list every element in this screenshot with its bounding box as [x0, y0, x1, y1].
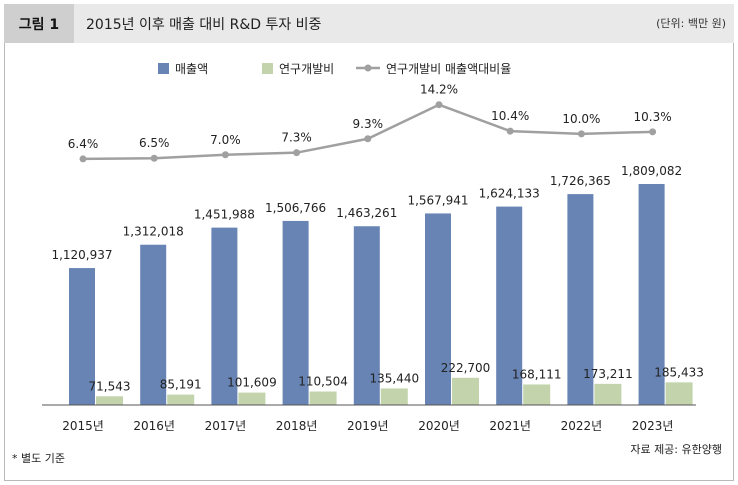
footnote: * 별도 기준	[12, 452, 65, 465]
ratio-value-label: 9.3%	[353, 117, 384, 131]
rnd-value-label: 185,433	[654, 365, 704, 379]
rnd-value-label: 101,609	[227, 376, 277, 390]
x-tick-label: 2023년	[632, 419, 674, 433]
rnd-bar	[309, 391, 337, 405]
legend-label: 연구개발비	[279, 62, 334, 76]
x-tick-label: 2022년	[561, 419, 603, 433]
source-note: 자료 제공: 유한양행	[630, 443, 722, 456]
ratio-value-label: 10.3%	[634, 110, 672, 124]
ratio-value-label: 7.0%	[210, 133, 241, 147]
legend-swatch-ratio-marker	[364, 64, 372, 72]
sales-bar	[425, 213, 451, 405]
rnd-bar	[665, 382, 693, 405]
rnd-value-label: 71,543	[89, 379, 131, 393]
sales-bar	[567, 194, 594, 405]
rnd-value-label: 222,700	[441, 361, 491, 375]
rnd-value-label: 110,504	[298, 375, 348, 389]
x-tick-label: 2019년	[347, 419, 389, 433]
x-tick-label: 2020년	[418, 419, 460, 433]
ratio-value-label: 6.4%	[68, 137, 99, 151]
rnd-value-label: 168,111	[512, 367, 562, 381]
ratio-marker	[364, 135, 372, 143]
sales-bar	[69, 268, 95, 405]
sales-value-label: 1,726,365	[550, 174, 611, 188]
sales-value-label: 1,451,988	[194, 208, 255, 222]
legend-swatch-rnd	[262, 63, 273, 74]
rnd-bar	[96, 396, 123, 405]
sales-value-label: 1,120,937	[51, 248, 112, 262]
ratio-marker	[79, 155, 87, 163]
ratio-marker	[577, 130, 585, 138]
legend-label: 연구개발비 매출액대비율	[386, 62, 511, 76]
unit-note: (단위: 백만 원)	[656, 17, 726, 30]
rnd-bar	[452, 377, 479, 405]
sales-bar	[496, 206, 523, 405]
ratio-marker	[506, 127, 514, 135]
x-tick-label: 2018년	[276, 419, 318, 433]
rnd-bar	[238, 392, 266, 405]
sales-value-label: 1,463,261	[336, 206, 397, 220]
rnd-bar	[167, 394, 195, 405]
figure-header	[4, 4, 734, 43]
sales-value-label: 1,809,082	[621, 164, 682, 178]
ratio-value-label: 10.4%	[491, 109, 529, 123]
legend-swatch-sales	[158, 63, 169, 74]
rnd-value-label: 85,191	[160, 378, 202, 392]
ratio-value-label: 14.2%	[420, 83, 458, 97]
x-axis: 2015년 2016년 2017년 2018년 2019년 2020년 2021년 2022년…	[42, 404, 696, 433]
ratio-line-layer: 6.4% 6.5% 7.0% 7.3% 9.3% 14.2% 10.4% 10.0% 10.3%	[68, 83, 672, 163]
sales-value-label: 1,506,766	[265, 201, 326, 215]
x-tick-label: 2021년	[489, 419, 531, 433]
x-tick-label: 2016년	[133, 419, 175, 433]
sales-bar	[282, 220, 309, 405]
ratio-value-label: 10.0%	[562, 112, 600, 126]
x-tick-label: 2017년	[205, 419, 247, 433]
rnd-bar	[523, 384, 551, 405]
ratio-marker	[649, 128, 657, 136]
ratio-value-label: 6.5%	[139, 136, 170, 150]
sales-bar	[638, 184, 665, 405]
bar-layer: 1,120,937 71,543 1,312,018 85,191 1,451,988 1…	[51, 164, 704, 405]
sales-bar	[353, 226, 380, 405]
ratio-marker	[293, 149, 301, 157]
figure-title: 2015년 이후 매출 대비 R&D 투자 비중	[86, 17, 322, 33]
ratio-marker	[150, 154, 158, 162]
sales-bar	[140, 244, 167, 405]
figure-label: 그림 1	[4, 4, 74, 43]
ratio-value-label: 7.3%	[281, 131, 312, 145]
rnd-value-label: 135,440	[369, 371, 419, 385]
ratio-marker	[435, 101, 443, 109]
sales-value-label: 1,624,133	[479, 187, 540, 201]
rnd-value-label: 173,211	[583, 367, 633, 381]
x-tick-label: 2015년	[62, 419, 104, 433]
ratio-marker	[221, 151, 229, 159]
sales-value-label: 1,567,941	[407, 193, 468, 207]
rnd-bar	[594, 383, 622, 405]
rnd-bar	[380, 388, 408, 405]
sales-value-label: 1,312,018	[123, 225, 184, 239]
sales-bar	[211, 227, 238, 405]
legend-label: 매출액	[175, 62, 208, 76]
legend: 매출액 연구개발비 연구개발비 매출액대비율	[158, 62, 511, 76]
